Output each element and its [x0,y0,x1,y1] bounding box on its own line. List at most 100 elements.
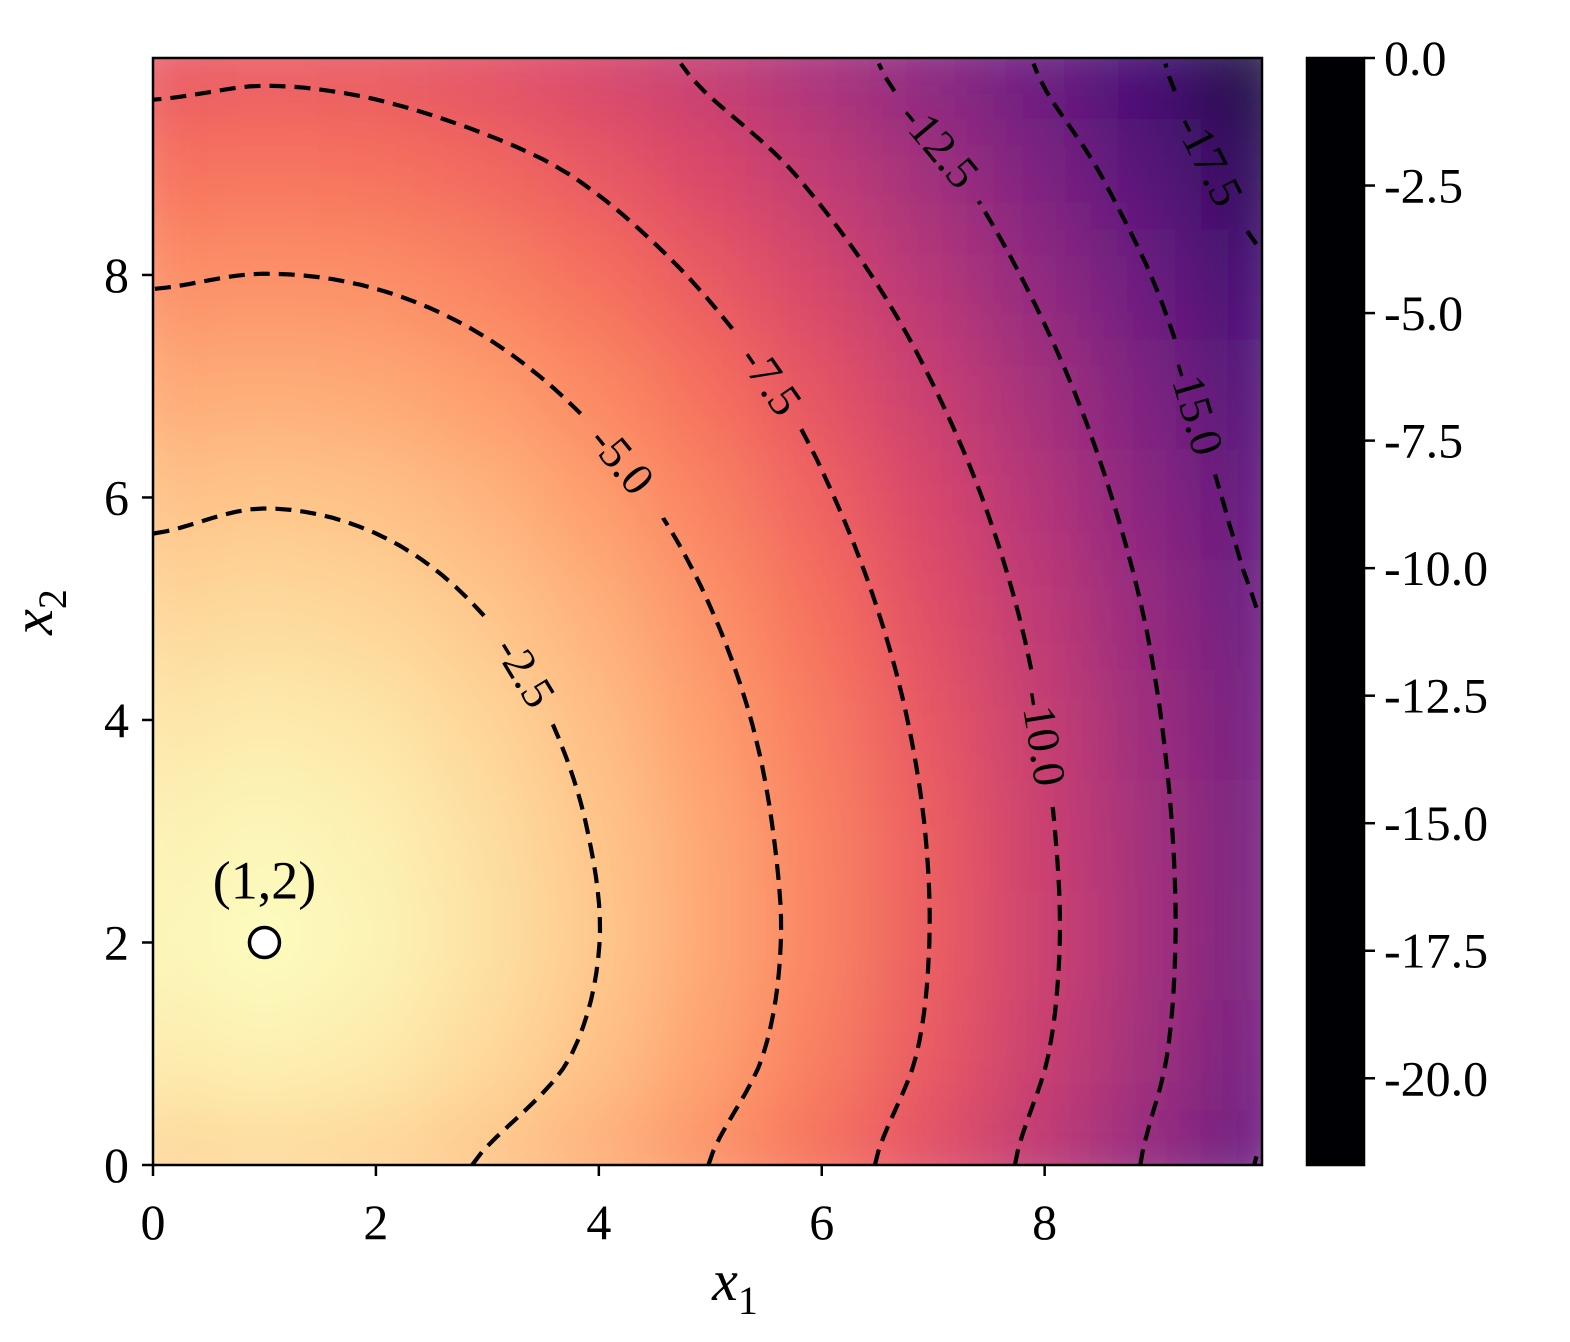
heatmap-cell [649,668,761,780]
heatmap-cell [649,558,761,670]
contour-line [1031,62,1177,340]
heatmap-cell [869,1109,982,1165]
contour-line [1012,806,1063,1165]
contour-line [976,200,1178,1165]
heatmap-cell [1090,668,1202,780]
heatmap-cell [1200,228,1262,340]
heatmap-cell [153,668,209,780]
heatmap-cell [980,338,1092,450]
heatmap-cell [428,889,540,1001]
heatmap-cell [538,228,651,340]
x-tick-label: 6 [809,1194,834,1250]
heatmap [153,58,1262,1165]
heatmap-cell [428,778,540,891]
heatmap-cell [869,58,982,120]
heatmap-cell [1200,118,1262,230]
heatmap-cell [1200,338,1262,450]
marker-label: (1,2) [213,850,316,910]
colorbar-tick-label: -7.5 [1384,413,1463,469]
x-label-subscript: 1 [738,1278,758,1323]
heatmap-cell [1200,889,1262,1001]
heatmap-cell [759,338,871,450]
heatmap-cell [649,338,761,450]
plot-area [153,58,1262,1165]
heatmap-cell [1090,118,1202,230]
heatmap-cell [649,1109,761,1165]
contour-line [153,271,583,416]
heatmap-cell [869,338,982,450]
heatmap-cell [428,228,540,340]
x-tick-label: 4 [586,1194,611,1250]
heatmap-cell [207,58,320,120]
heatmap-cell [153,1109,209,1165]
contour-line [153,506,486,618]
colorbar-tick-label: -10.0 [1384,540,1488,596]
marker-point [247,925,282,960]
heatmap-cell [318,668,430,780]
plot-frame [151,56,1264,1167]
heatmap-cell [428,448,540,560]
heatmap-cell [649,448,761,560]
heatmap-cell [759,448,871,560]
heatmap-cell [980,118,1092,230]
heatmap-cell [1200,999,1262,1111]
heatmap-cell [207,668,320,780]
heatmap-cell [649,228,761,340]
x-tick-label: 2 [363,1194,388,1250]
heatmap-cell [759,228,871,340]
heatmap-cell [153,448,209,560]
y-tick-label: 8 [104,247,129,303]
contour-line [1240,223,1259,246]
heatmap-cell [759,58,871,120]
heatmap-cell [869,448,982,560]
heatmap-cell [538,999,651,1111]
heatmap-cell [980,889,1092,1001]
colorbar-tick-label: 0.0 [1384,30,1447,86]
contour-line [679,62,1034,670]
heatmap-cell [869,558,982,670]
heatmap-cell [649,778,761,891]
heatmap-cell [869,668,982,780]
contour-line [153,83,734,331]
heatmap-cell [153,118,209,230]
heatmap-cell [207,338,320,450]
heatmap-cell [980,58,1092,120]
heatmap-cell [318,448,430,560]
y-tick-label: 6 [104,469,129,525]
heatmap-cell [649,118,761,230]
heatmap-cell [1200,58,1262,120]
heatmap-cell [153,999,209,1111]
heatmap-cell [207,228,320,340]
heatmap-cell [428,338,540,450]
heatmap-cell [980,228,1092,340]
x-tick-label: 0 [141,1194,166,1250]
heatmap-cell [649,58,761,120]
colorbar-tick-label: -2.5 [1384,158,1463,214]
heatmap-cell [1090,338,1202,450]
heatmap-cell [980,558,1092,670]
contour-line [799,428,932,1165]
y-tick-label: 0 [104,1137,129,1193]
heatmap-cell [318,889,430,1001]
heatmap-cell [1090,778,1202,891]
colorbar-tick-label: -17.5 [1384,923,1488,979]
heatmap-cell [649,999,761,1111]
heatmap-cell [153,889,209,1001]
heatmap-cell [538,889,651,1001]
heatmap-cell [207,1109,320,1165]
heatmap-cell [869,889,982,1001]
heatmap-cell [538,558,651,670]
heatmap-cell [318,999,430,1111]
heatmap-cell [318,778,430,891]
heatmap-cell [1200,558,1262,670]
heatmap-cell [759,1109,871,1165]
colorbar [1305,56,1366,1167]
x-axis-label: x1 [711,1248,758,1323]
heatmap-cell [1090,228,1202,340]
heatmap-cell [1090,889,1202,1001]
heatmap-cell [428,668,540,780]
heatmap-cell [1200,1109,1262,1165]
heatmap-cell [759,558,871,670]
heatmap-cell [318,58,430,120]
